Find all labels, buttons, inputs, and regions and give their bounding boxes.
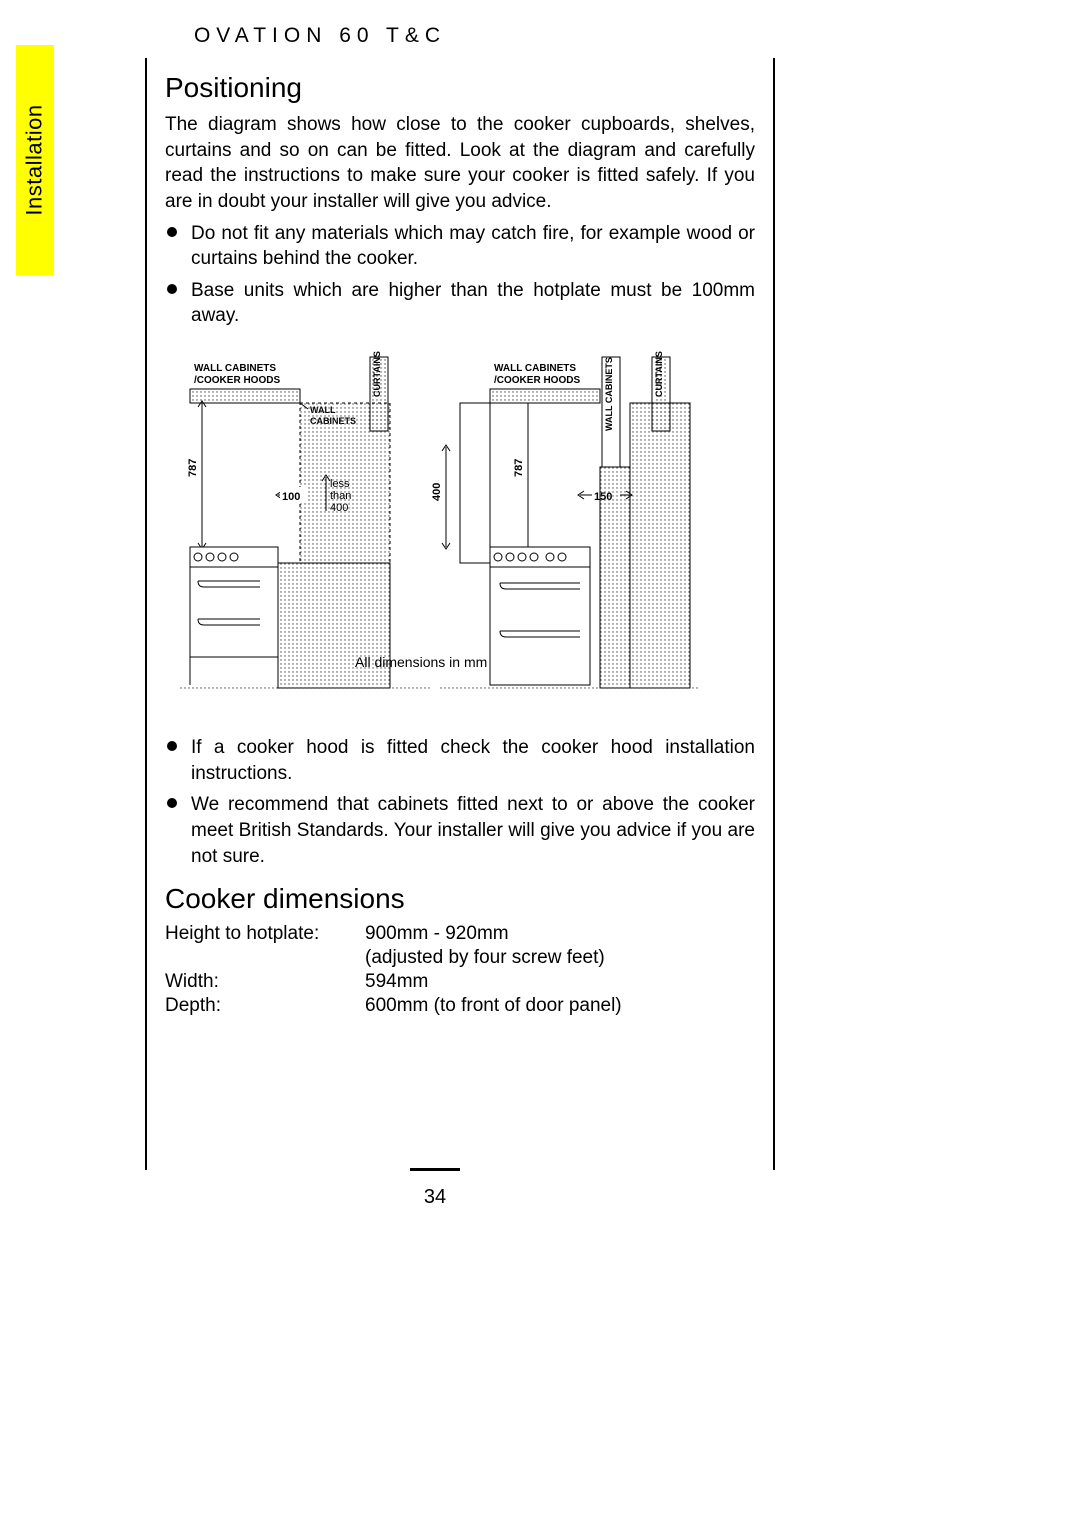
dim-less: less: [330, 478, 350, 490]
side-tab-installation: Installation: [16, 45, 54, 275]
dim-400a: 400: [330, 502, 348, 514]
bullet-item: Do not fit any materials which may catch…: [165, 221, 755, 272]
dim-787-l: 787: [187, 459, 199, 477]
lbl-curtains-r: CURTAINS: [654, 351, 664, 397]
dim-row-value: (adjusted by four screw feet): [365, 947, 755, 969]
lbl-cooker-hoods-r: /COOKER HOODS: [494, 375, 580, 386]
lbl-wall-cab-vert: WALL CABINETS: [604, 357, 614, 431]
cooker-dimensions-table: Height to hotplate: 900mm - 920mm (adjus…: [165, 923, 755, 1017]
diagram-caption: All dimensions in mm: [355, 654, 487, 670]
bullet-item: If a cooker hood is fitted check the coo…: [165, 735, 755, 786]
bullet-item: Base units which are higher than the hot…: [165, 278, 755, 329]
dim-row-label: Height to hotplate:: [165, 923, 365, 945]
heading-cooker-dimensions: Cooker dimensions: [165, 883, 755, 915]
dim-100: 100: [282, 491, 300, 503]
diagram-svg: WALL CABINETS /COOKER HOODS CURTAINS WAL…: [180, 347, 740, 707]
lbl-wall-cab-hoods: WALL CABINETS: [194, 363, 276, 374]
positioning-intro: The diagram shows how close to the cooke…: [165, 112, 755, 215]
dim-row-value: 900mm - 920mm: [365, 923, 755, 945]
positioning-bullets-1: Do not fit any materials which may catch…: [165, 221, 755, 330]
clearance-diagram: WALL CABINETS /COOKER HOODS CURTAINS WAL…: [165, 347, 755, 707]
lbl-wall-cab-hoods-r: WALL CABINETS: [494, 363, 576, 374]
page-header-title: OVATION 60 T&C: [0, 24, 640, 48]
heading-positioning: Positioning: [165, 72, 755, 104]
side-tab-label: Installation: [22, 104, 48, 215]
dim-row-label: Width:: [165, 971, 365, 993]
page-number-rule: [410, 1168, 460, 1171]
lbl-curtains-l: CURTAINS: [372, 351, 382, 397]
positioning-bullets-2: If a cooker hood is fitted check the coo…: [165, 735, 755, 869]
dim-row-value: 600mm (to front of door panel): [365, 995, 755, 1017]
dim-787-r: 787: [513, 459, 525, 477]
bullet-item: We recommend that cabinets fitted next t…: [165, 792, 755, 869]
dim-row-label: [165, 947, 365, 969]
page-number: 34: [0, 1186, 870, 1209]
dim-row-label: Depth:: [165, 995, 365, 1017]
dim-row-value: 594mm: [365, 971, 755, 993]
dim-400: 400: [431, 483, 443, 501]
lbl-cooker-hoods: /COOKER HOODS: [194, 375, 280, 386]
dim-than: than: [330, 490, 351, 502]
content-column: Positioning The diagram shows how close …: [145, 58, 775, 1170]
